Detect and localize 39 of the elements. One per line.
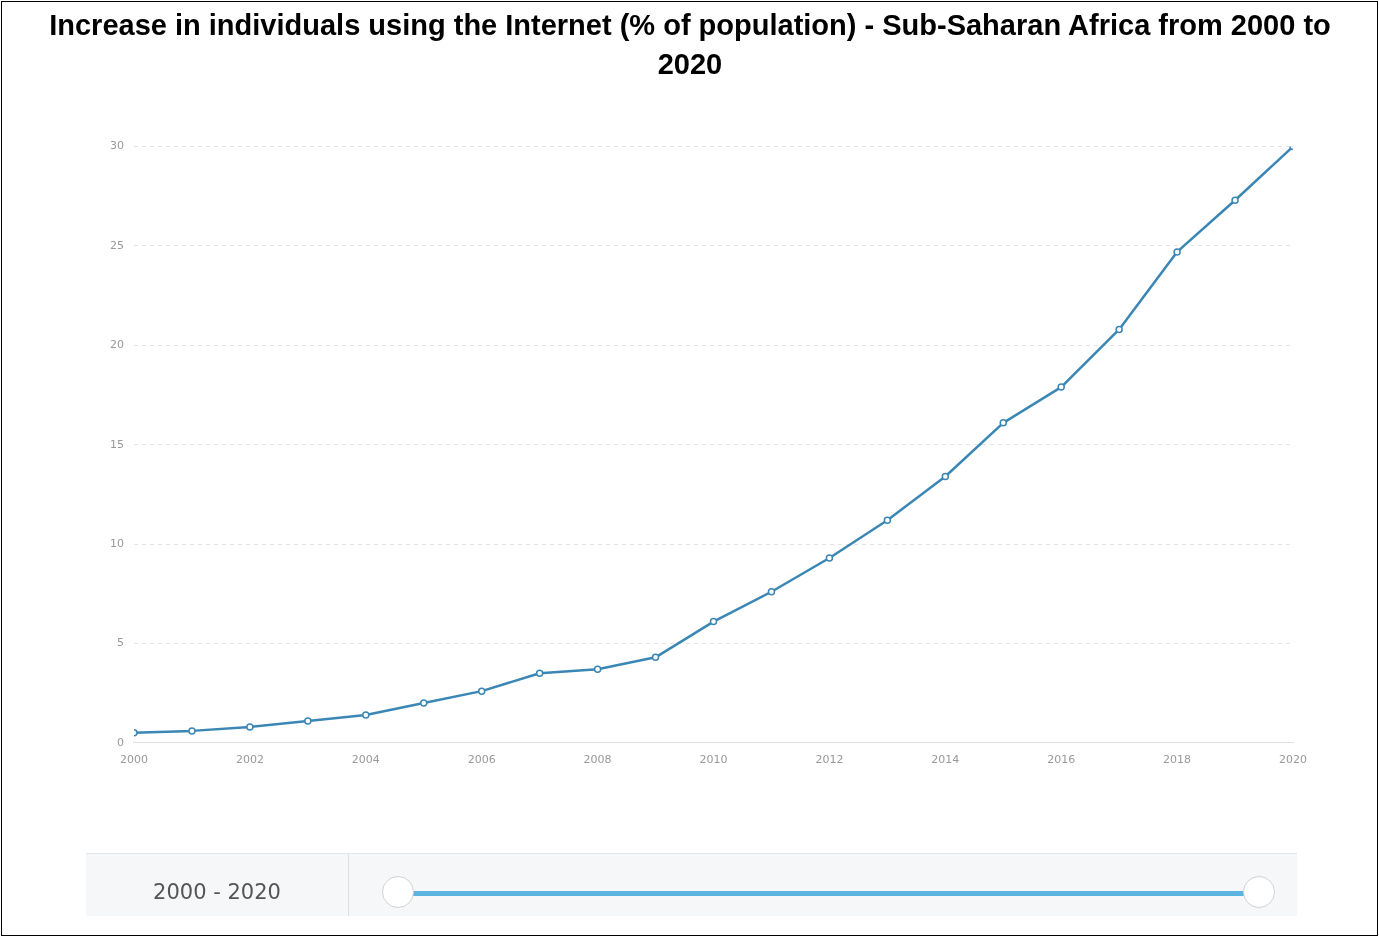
point — [651, 653, 660, 662]
x-tick-label: 2004 — [351, 753, 380, 767]
range-slider: 2000 - 2020 — [86, 853, 1297, 916]
y-tick-label: 15 — [110, 437, 124, 451]
x-tick-label: 2000 — [120, 753, 148, 767]
point — [362, 711, 370, 719]
x-tick-label: 2020 — [1279, 753, 1307, 767]
point — [767, 588, 776, 596]
point — [535, 669, 544, 677]
point — [1115, 325, 1123, 334]
x-tick-label: 2016 — [1047, 753, 1076, 767]
point — [1057, 383, 1065, 391]
x-tick-label: 2012 — [815, 753, 844, 767]
x-tick-label: 2008 — [583, 753, 612, 767]
point — [941, 472, 950, 481]
y-tick-label: 30 — [110, 139, 124, 153]
point — [246, 723, 254, 731]
point — [883, 516, 892, 524]
point — [1231, 196, 1239, 205]
y-tick-label: 25 — [110, 238, 124, 252]
point — [477, 687, 486, 695]
point — [999, 419, 1007, 427]
point — [420, 699, 428, 707]
y-tick-label: 5 — [117, 636, 124, 650]
point — [1173, 248, 1181, 256]
y-tick-label: 0 — [117, 735, 124, 749]
x-tick-label: 2002 — [235, 753, 264, 767]
x-tick-label: 2010 — [699, 753, 728, 767]
chart-title: Increase in individuals using the Internet (% of population) - Sub-Saharan Africa from 2000 to 2020 — [48, 8, 1332, 82]
point — [593, 665, 602, 674]
x-tick-label: 2014 — [931, 753, 960, 767]
y-tick-label: 10 — [110, 536, 124, 550]
point — [825, 554, 834, 562]
x-tick-label: 2018 — [1163, 753, 1192, 767]
x-tick-label: 2006 — [467, 753, 496, 767]
point — [188, 727, 196, 735]
point — [709, 617, 718, 626]
y-tick-label: 20 — [110, 338, 124, 352]
point — [304, 717, 312, 725]
